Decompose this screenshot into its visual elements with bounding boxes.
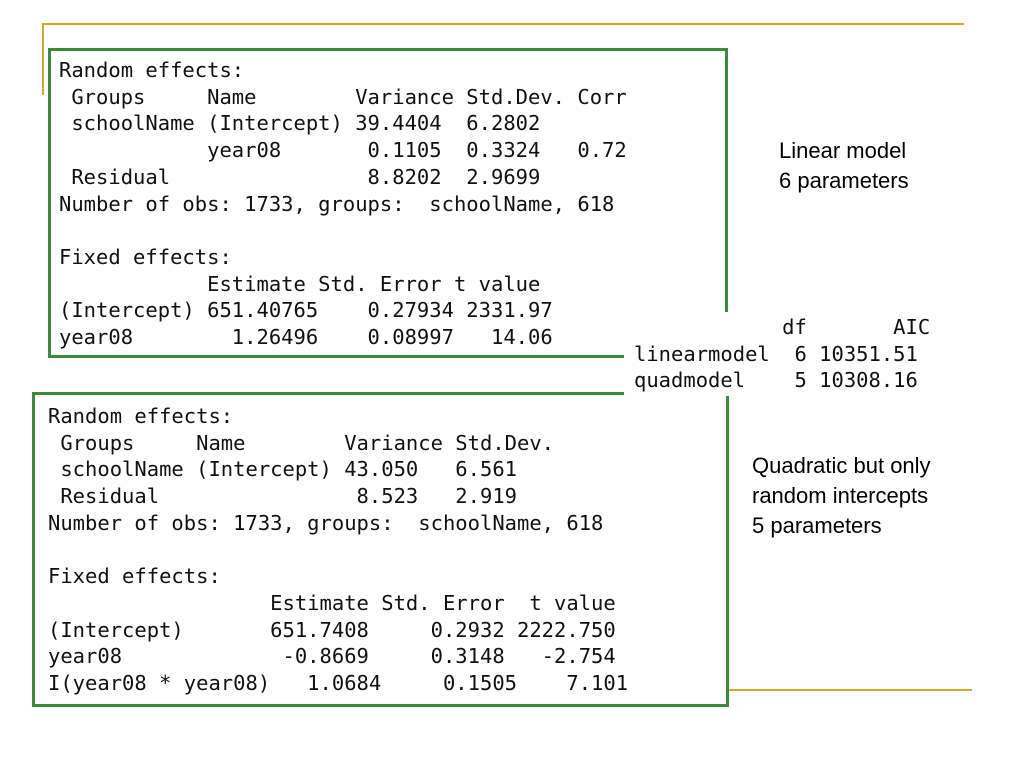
output-line: Residual 8.8202 2.9699: [59, 164, 541, 189]
output-line: Number of obs: 1733, groups: schoolName,…: [59, 191, 615, 216]
linear-model-caption: Linear model 6 parameters: [779, 136, 909, 196]
output-line: Estimate Std. Error t value: [48, 590, 616, 615]
bottom-accent-line: [726, 689, 972, 691]
aic-table-text: df AIC linearmodel 6 10351.51 quadmodel …: [634, 314, 930, 394]
output-line: year08 -0.8669 0.3148 -2.754: [48, 644, 616, 669]
caption-line: random intercepts: [752, 483, 929, 508]
output-line: Random effects:: [48, 404, 234, 428]
output-line: schoolName (Intercept) 43.050 6.561: [48, 457, 517, 482]
output-line: (Intercept) 651.7408 0.2932 2222.750: [48, 617, 616, 642]
output-line: Groups Name Variance Std.Dev.: [48, 430, 555, 455]
caption-line: Linear model: [779, 138, 907, 163]
quadratic-model-output: Random effects: Groups Name Variance Std…: [32, 392, 729, 707]
output-line: Residual 8.523 2.919: [48, 484, 517, 509]
output-line: schoolName (Intercept) 39.4404 6.2802: [59, 111, 541, 136]
output-line: Fixed effects:: [59, 244, 232, 269]
output-line: Groups Name Variance Std.Dev. Corr: [59, 84, 627, 109]
linear-model-text: Random effects: Groups Name Variance Std…: [59, 57, 627, 351]
output-line: (Intercept) 651.40765 0.27934 2331.97: [59, 298, 553, 323]
caption-line: 6 parameters: [779, 168, 909, 193]
output-line: year08 1.26496 0.08997 14.06: [59, 325, 553, 350]
top-accent-line: [42, 23, 964, 25]
caption-line: Quadratic but only: [752, 453, 931, 478]
output-line: I(year08 * year08) 1.0684 0.1505 7.101: [48, 671, 629, 696]
table-row: quadmodel 5 10308.16: [634, 368, 918, 393]
output-line: Random effects:: [59, 58, 245, 82]
linear-model-output: Random effects: Groups Name Variance Std…: [48, 48, 728, 358]
quadratic-model-text: Random effects: Groups Name Variance Std…: [48, 403, 628, 697]
quadratic-model-caption: Quadratic but only random intercepts 5 p…: [752, 451, 931, 541]
table-row: linearmodel 6 10351.51: [634, 341, 918, 366]
caption-line: 5 parameters: [752, 513, 882, 538]
output-line: Number of obs: 1733, groups: schoolName,…: [48, 510, 604, 535]
aic-comparison-table: df AIC linearmodel 6 10351.51 quadmodel …: [624, 312, 958, 396]
table-header: df AIC: [634, 315, 931, 339]
output-line: year08 0.1105 0.3324 0.72: [59, 138, 627, 163]
left-accent-line: [42, 23, 44, 95]
output-line: Estimate Std. Error t value: [59, 271, 541, 296]
output-line: Fixed effects:: [48, 564, 221, 589]
